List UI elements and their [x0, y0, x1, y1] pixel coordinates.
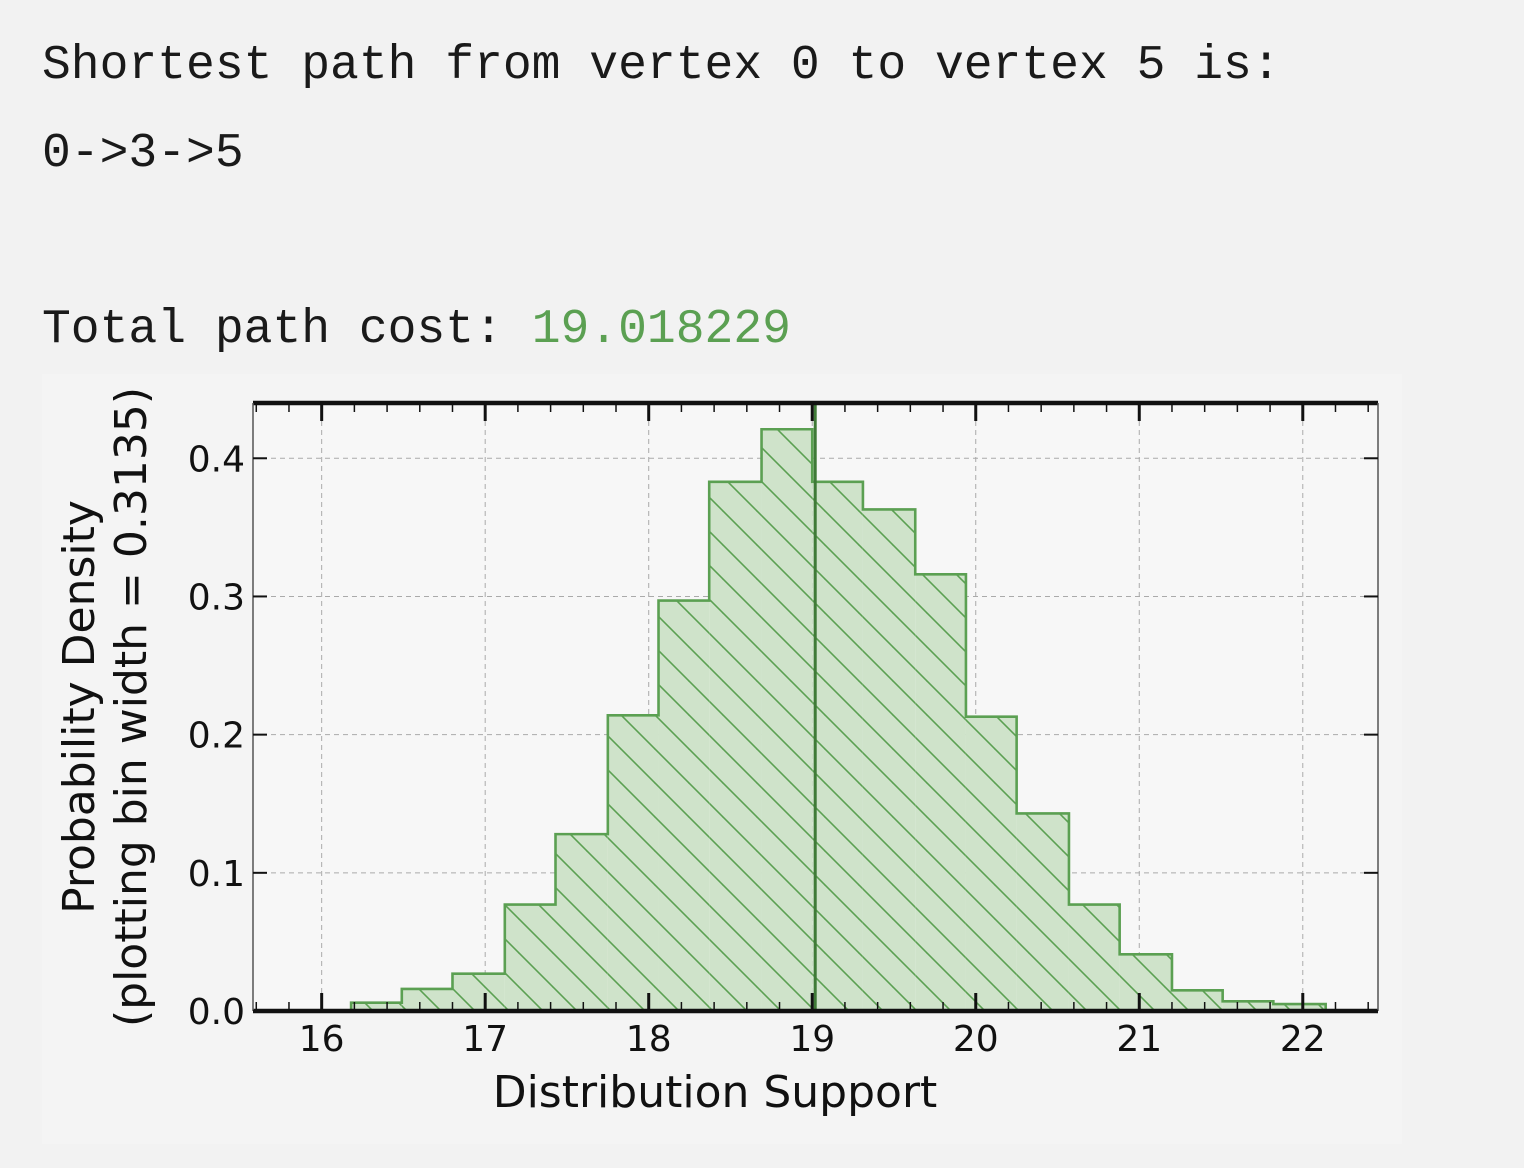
histogram-bar-hatch: [1068, 904, 1120, 1011]
x-tick-label: 22: [1280, 1019, 1326, 1060]
y-axis-label: Probability Density(plotting bin width =…: [54, 387, 157, 1027]
histogram-bar-hatch: [965, 716, 1017, 1011]
x-tick-label: 17: [462, 1019, 508, 1060]
x-tick-label: 18: [626, 1019, 672, 1060]
x-tick-label: 16: [299, 1019, 345, 1060]
histogram-bar-hatch: [709, 481, 762, 1011]
histogram-bar-hatch: [1016, 813, 1069, 1011]
x-tick-label: 19: [789, 1019, 835, 1060]
histogram-bar-hatch: [555, 834, 608, 1011]
histogram-bar-hatch: [452, 973, 505, 1011]
y-axis-label-line: Probability Density: [54, 500, 105, 914]
histogram-chart: 16 17 18 19 20 21 22 0.0 0.1 0.2 0.3 0.4 Distributi…: [54, 387, 1379, 1118]
x-axis-label: Distribution Support: [493, 1067, 938, 1118]
x-tick-label: 21: [1116, 1019, 1162, 1060]
histogram-bar-hatch: [607, 715, 659, 1011]
y-tick-label: 0.3: [188, 577, 245, 618]
histogram-bar-hatch: [504, 904, 556, 1011]
histogram-bar-hatch: [1171, 990, 1223, 1011]
histogram-bar-hatch: [658, 600, 710, 1011]
histogram-bar-hatch: [1273, 1004, 1326, 1011]
histogram-bar-hatch: [1119, 954, 1172, 1011]
y-tick-label: 0.1: [188, 854, 245, 895]
histogram-figure: 16 17 18 19 20 21 22 0.0 0.1 0.2 0.3 0.4 Distributi…: [42, 374, 1402, 1144]
path-sequence-text: 0->3->5: [42, 127, 244, 181]
y-axis-label-line: (plotting bin width = 0.3135): [106, 387, 157, 1027]
histogram-bar-hatch: [862, 509, 916, 1011]
histogram-outline: [349, 427, 1327, 1011]
histogram-bar-hatch: [401, 988, 453, 1011]
x-tick-label: 20: [953, 1019, 999, 1060]
y-tick-label: 0.2: [188, 716, 245, 757]
path-header-text: Shortest path from vertex 0 to vertex 5 …: [42, 39, 1281, 93]
total-cost-value: 19.018229: [531, 303, 791, 357]
total-cost-line: Total path cost: 19.018229: [42, 306, 791, 354]
y-tick-label: 0.4: [188, 439, 245, 480]
histogram-bar-hatch: [1222, 1001, 1274, 1011]
histogram-bar-hatch: [761, 429, 813, 1012]
histogram-bar-hatch: [915, 574, 966, 1011]
histogram-bar-hatch: [351, 1002, 402, 1011]
total-cost-label: Total path cost:: [42, 303, 532, 357]
y-tick-label: 0.0: [188, 992, 245, 1033]
histogram-bar-hatch: [812, 481, 863, 1011]
